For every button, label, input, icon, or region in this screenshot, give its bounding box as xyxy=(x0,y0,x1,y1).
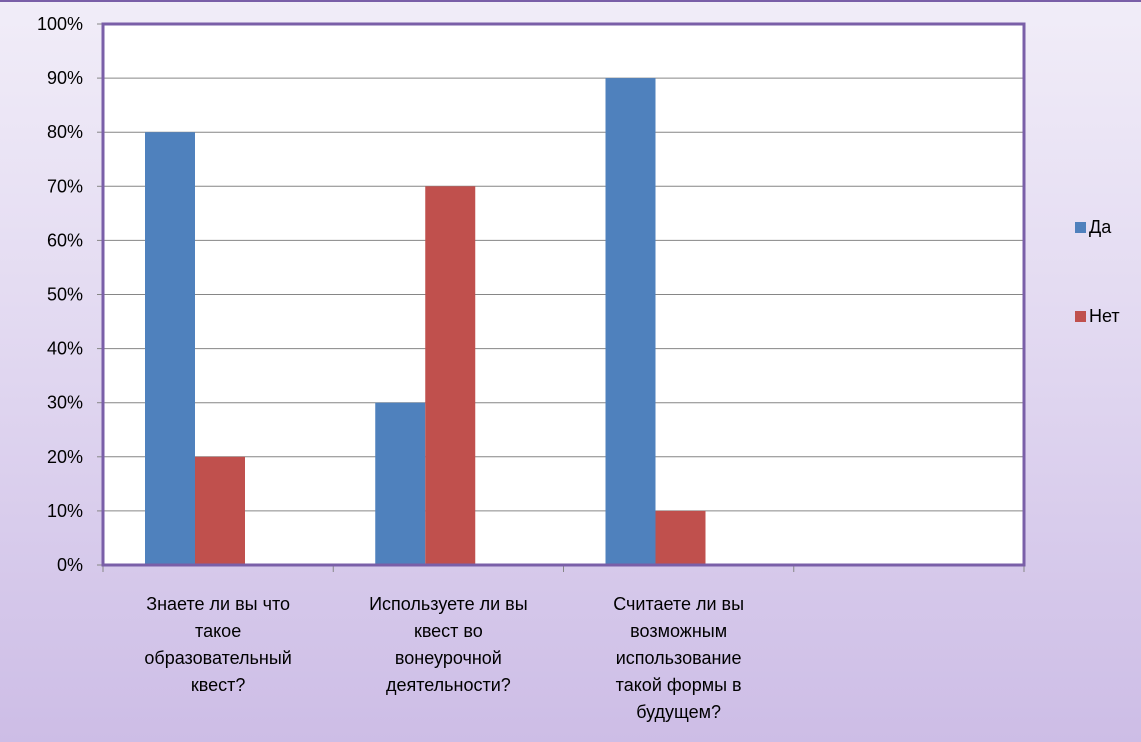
x-tick-label: Используете ли вы xyxy=(369,594,528,614)
x-tick-label: использование xyxy=(616,648,742,668)
y-tick-label: 60% xyxy=(47,230,83,250)
y-tick-label: 0% xyxy=(57,555,83,575)
plot-border xyxy=(101,22,1026,567)
y-tick-label: 20% xyxy=(47,447,83,467)
y-tick-label: 70% xyxy=(47,176,83,196)
legend-swatch xyxy=(1075,311,1086,322)
x-tick-label: Знаете ли вы что xyxy=(146,594,290,614)
x-tick-label: квест во xyxy=(414,621,483,641)
y-tick-label: 30% xyxy=(47,393,83,413)
y-tick-label: 90% xyxy=(47,68,83,88)
y-tick-label: 100% xyxy=(37,14,83,34)
legend-label: Нет xyxy=(1089,306,1120,326)
x-tick-label: такой формы в xyxy=(616,675,742,695)
x-tick-label: Считаете ли вы xyxy=(613,594,744,614)
legend-label: Да xyxy=(1089,217,1112,237)
bar xyxy=(655,510,706,565)
x-tick-label: вонеурочной xyxy=(395,648,502,668)
bar xyxy=(425,186,476,566)
x-tick-label: деятельности? xyxy=(386,675,511,695)
y-tick-label: 40% xyxy=(47,339,83,359)
y-tick-label: 10% xyxy=(47,501,83,521)
y-tick-label: 50% xyxy=(47,285,83,305)
x-tick-label: такое xyxy=(195,621,241,641)
bar xyxy=(195,456,245,565)
bar xyxy=(605,78,656,565)
x-tick-label: квест? xyxy=(191,675,246,695)
y-tick-label: 80% xyxy=(47,122,83,142)
x-tick-label: будущем? xyxy=(636,702,721,722)
top-border xyxy=(0,0,1141,2)
bar xyxy=(145,132,195,565)
legend-swatch xyxy=(1075,222,1086,233)
x-tick-label: образовательный xyxy=(144,648,291,668)
x-tick-label: возможным xyxy=(630,621,727,641)
bar xyxy=(375,402,426,565)
